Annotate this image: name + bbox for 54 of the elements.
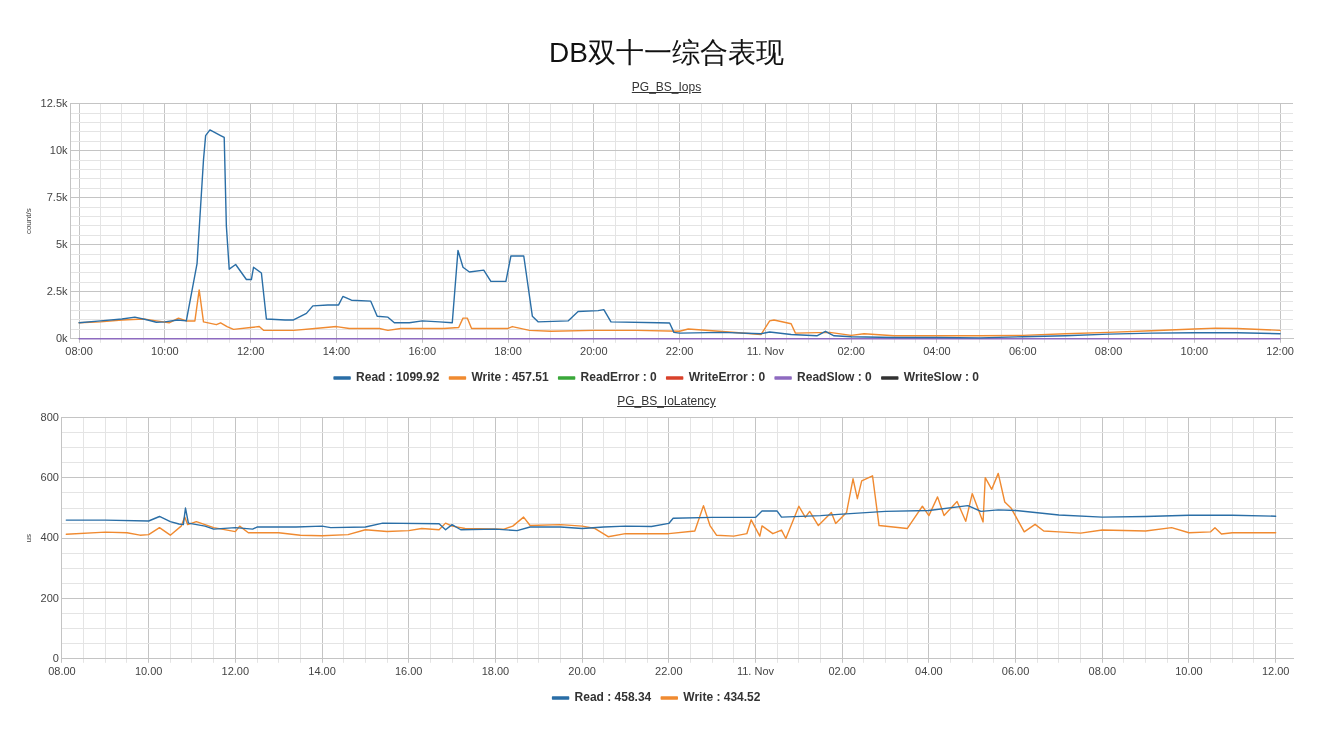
x-tick-label: 16:00 xyxy=(408,345,437,358)
x-tick-label: 11. Nov xyxy=(746,345,785,358)
legend-label: Write : 457.51 xyxy=(471,370,549,385)
y-tick-label: 0k xyxy=(55,331,68,344)
x-tick-label: 02:00 xyxy=(837,345,865,358)
legend-label: ReadError : 0 xyxy=(580,370,657,385)
x-tick-label: 18:00 xyxy=(494,345,522,358)
x-tick-label: 14:00 xyxy=(322,345,351,358)
y-tick-label: 400 xyxy=(40,531,59,544)
y-tick-label: 2.5k xyxy=(46,284,68,297)
y-axis-title: count/s xyxy=(24,208,33,235)
y-tick-label: 10k xyxy=(49,143,68,156)
x-tick-label: 18.00 xyxy=(481,665,510,678)
y-tick-label: 600 xyxy=(40,470,59,483)
y-tick-label: 800 xyxy=(40,410,59,423)
x-tick-label: 10:00 xyxy=(1180,345,1209,358)
x-tick-label: 12:00 xyxy=(236,345,265,358)
y-tick-label: 7.5k xyxy=(46,190,68,203)
chart-title: PG_BS_IoLatency xyxy=(616,394,717,408)
legend-label: ReadSlow : 0 xyxy=(797,370,873,385)
legend-label: WriteSlow : 0 xyxy=(903,370,980,385)
x-tick-label: 06.00 xyxy=(1001,665,1030,678)
x-tick-label: 22.00 xyxy=(655,665,683,678)
legend-label: WriteError : 0 xyxy=(688,370,766,385)
x-tick-label: 10.00 xyxy=(1175,665,1203,678)
y-tick-label: 200 xyxy=(40,591,59,604)
x-tick-label: 08.00 xyxy=(48,665,76,678)
x-tick-label: 12:00 xyxy=(1266,345,1294,358)
y-tick-label: 0 xyxy=(52,651,59,664)
x-tick-label: 12.00 xyxy=(221,665,250,678)
x-tick-label: 10:00 xyxy=(151,345,179,358)
x-tick-label: 04:00 xyxy=(923,345,951,358)
x-tick-label: 12.00 xyxy=(1261,665,1290,678)
chart-title: PG_BS_Iops xyxy=(630,80,703,94)
x-tick-label: 04.00 xyxy=(915,665,943,678)
x-tick-label: 06:00 xyxy=(1009,345,1037,358)
y-tick-label: 5k xyxy=(55,237,68,250)
text: DB双十一综合表现 xyxy=(548,36,785,70)
x-tick-label: 20:00 xyxy=(580,345,608,358)
x-tick-label: 20.00 xyxy=(568,665,596,678)
y-tick-label: 12.5k xyxy=(40,96,68,109)
x-tick-label: 16.00 xyxy=(394,665,423,678)
x-tick-label: 14.00 xyxy=(308,665,336,678)
x-tick-label: 08:00 xyxy=(65,345,93,358)
x-tick-label: 08:00 xyxy=(1094,345,1123,358)
x-tick-label: 10.00 xyxy=(134,665,163,678)
x-tick-label: 02.00 xyxy=(828,665,856,678)
legend-label: Read : 458.34 xyxy=(574,690,652,705)
x-tick-label: 08.00 xyxy=(1088,665,1117,678)
y-axis-title: us xyxy=(24,533,33,543)
x-tick-label: 22:00 xyxy=(665,345,694,358)
x-tick-label: 11. Nov xyxy=(736,665,775,678)
legend-label: Write : 434.52 xyxy=(683,690,761,705)
legend-label: Read : 1099.92 xyxy=(356,370,440,385)
